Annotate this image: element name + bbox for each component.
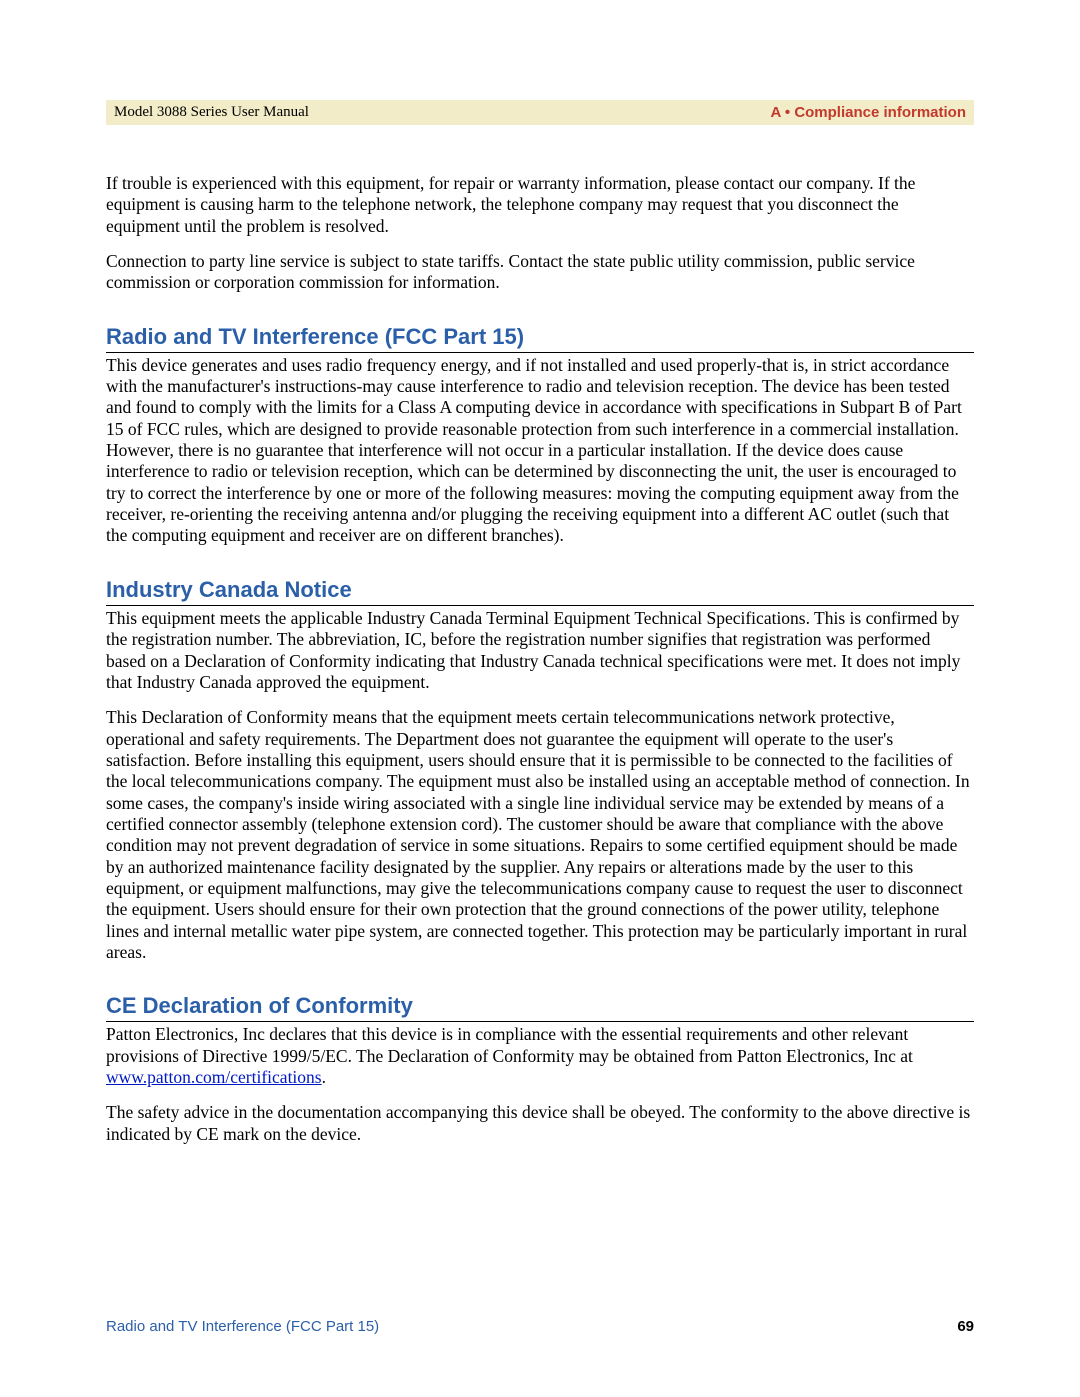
header-manual-title: Model 3088 Series User Manual: [114, 104, 309, 121]
document-page: Model 3088 Series User Manual A • Compli…: [0, 0, 1080, 1397]
ce-p1-pre: Patton Electronics, Inc declares that th…: [106, 1024, 913, 1065]
ce-paragraph-1: Patton Electronics, Inc declares that th…: [106, 1024, 974, 1088]
footer-page-number: 69: [957, 1318, 974, 1335]
intro-paragraph-2: Connection to party line service is subj…: [106, 251, 974, 294]
certifications-link[interactable]: www.patton.com/certifications: [106, 1067, 322, 1087]
industry-canada-paragraph-1: This equipment meets the applicable Indu…: [106, 608, 974, 693]
page-header-bar: Model 3088 Series User Manual A • Compli…: [106, 100, 974, 125]
header-section-label: A • Compliance information: [770, 104, 966, 121]
page-footer: Radio and TV Interference (FCC Part 15) …: [106, 1318, 974, 1335]
heading-ce-declaration: CE Declaration of Conformity: [106, 993, 974, 1022]
industry-canada-paragraph-2: This Declaration of Conformity means tha…: [106, 707, 974, 963]
intro-paragraph-1: If trouble is experienced with this equi…: [106, 173, 974, 237]
heading-industry-canada: Industry Canada Notice: [106, 577, 974, 606]
ce-paragraph-2: The safety advice in the documentation a…: [106, 1102, 974, 1145]
footer-section-title: Radio and TV Interference (FCC Part 15): [106, 1318, 379, 1335]
ce-p1-post: .: [322, 1067, 326, 1087]
radio-tv-paragraph: This device generates and uses radio fre…: [106, 355, 974, 547]
heading-radio-tv: Radio and TV Interference (FCC Part 15): [106, 324, 974, 353]
